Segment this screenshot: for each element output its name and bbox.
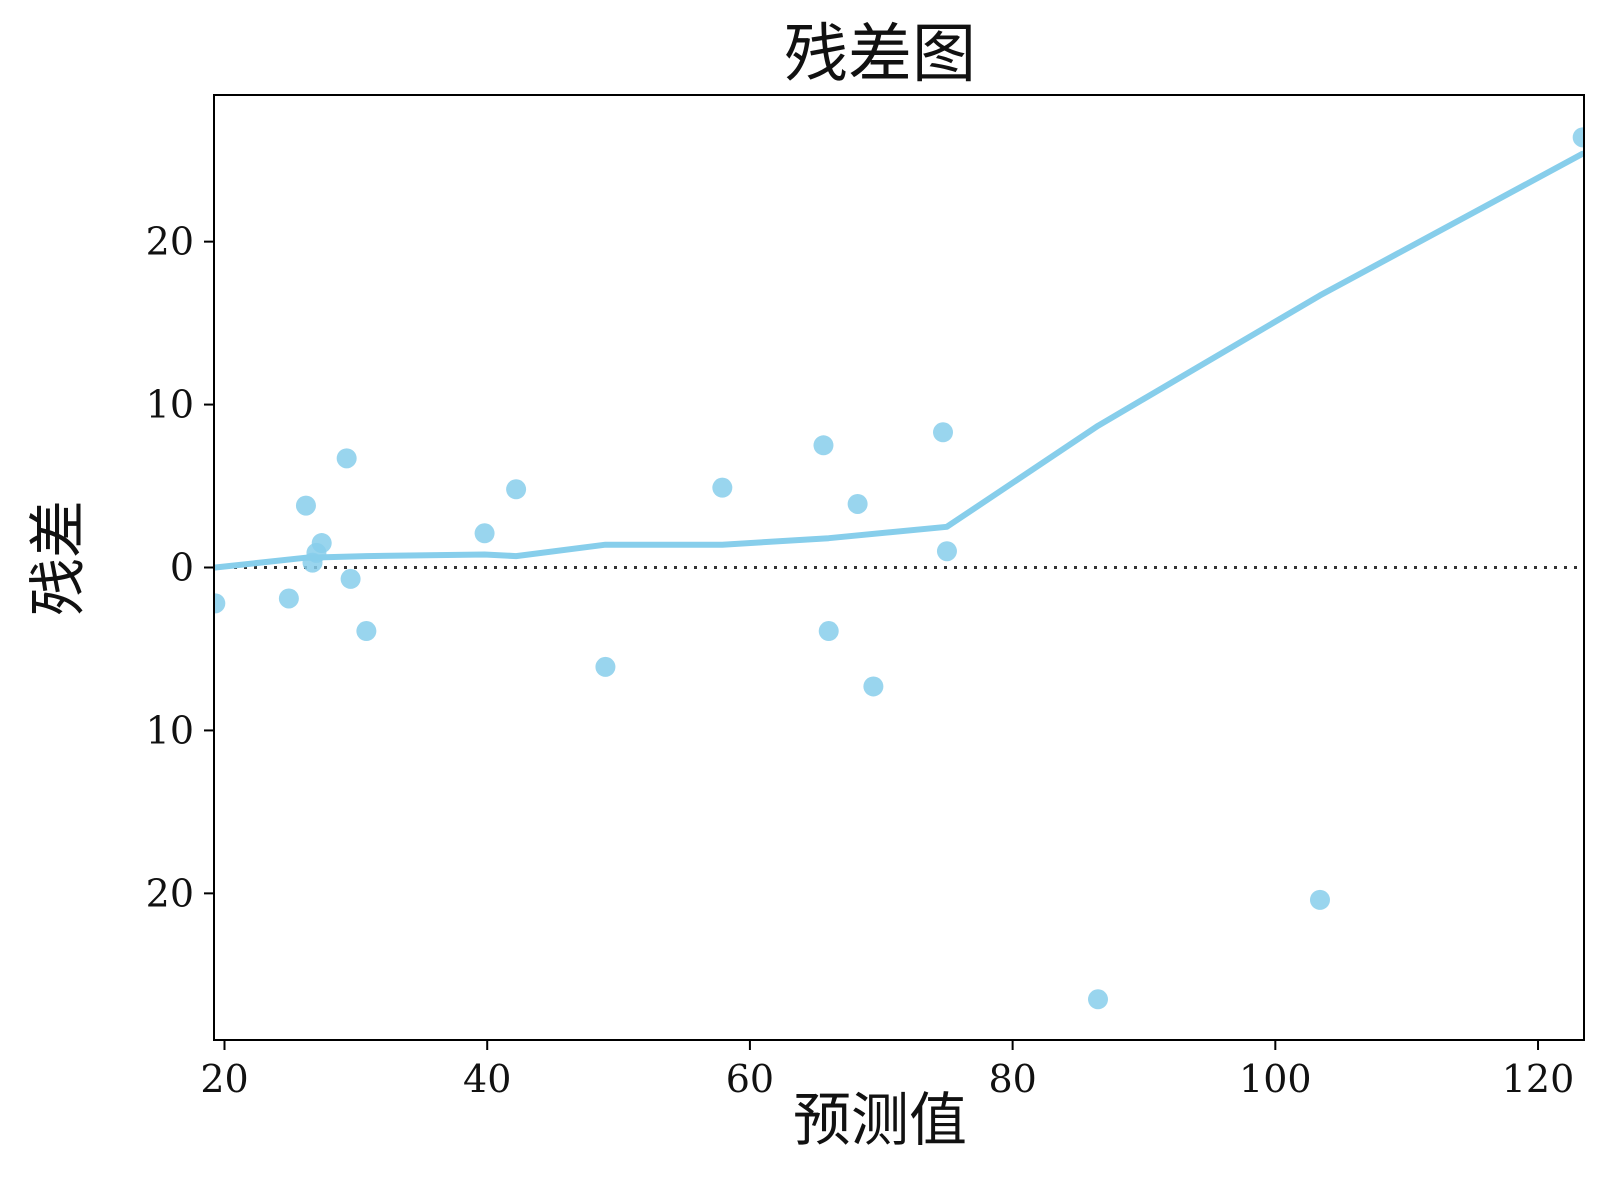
scatter-point xyxy=(595,656,616,677)
scatter-points xyxy=(214,127,1584,1010)
x-tick-label: 80 xyxy=(988,1057,1036,1101)
x-tick-label: 60 xyxy=(726,1057,774,1101)
scatter-point xyxy=(712,477,733,498)
y-tick-label: 0 xyxy=(170,546,194,590)
x-tick-label: 20 xyxy=(200,1057,248,1101)
y-tick-label: 10 xyxy=(146,708,194,752)
scatter-point xyxy=(336,448,357,469)
trend-line xyxy=(214,150,1584,571)
scatter-point xyxy=(1087,989,1108,1010)
y-tick-label: 20 xyxy=(146,220,194,264)
y-axis-label: 残差 xyxy=(24,500,92,616)
scatter-point xyxy=(506,479,527,500)
chart-title: 残差图 xyxy=(784,18,976,92)
scatter-point xyxy=(933,422,954,443)
scatter-point xyxy=(340,568,361,589)
scatter-point xyxy=(818,621,839,642)
scatter-point xyxy=(474,523,495,544)
scatter-point xyxy=(813,435,834,456)
scatter-point xyxy=(311,533,332,554)
x-axis-label: 预测值 xyxy=(793,1086,967,1154)
scatter-point xyxy=(356,621,377,642)
y-tick-label: 10 xyxy=(146,383,194,427)
scatter-point xyxy=(278,588,299,609)
scatter-point xyxy=(214,593,226,614)
scatter-point xyxy=(863,676,884,697)
scatter-point xyxy=(295,495,316,516)
x-tick-label: 120 xyxy=(1502,1057,1575,1101)
scatter-point xyxy=(936,541,957,562)
y-tick-label: 20 xyxy=(146,871,194,915)
scatter-point xyxy=(1309,889,1330,910)
trend-line-group xyxy=(214,150,1584,571)
scatter-point xyxy=(847,493,868,514)
scatter-point xyxy=(1572,127,1584,148)
x-tick-label: 40 xyxy=(463,1057,511,1101)
x-tick-label: 100 xyxy=(1239,1057,1312,1101)
